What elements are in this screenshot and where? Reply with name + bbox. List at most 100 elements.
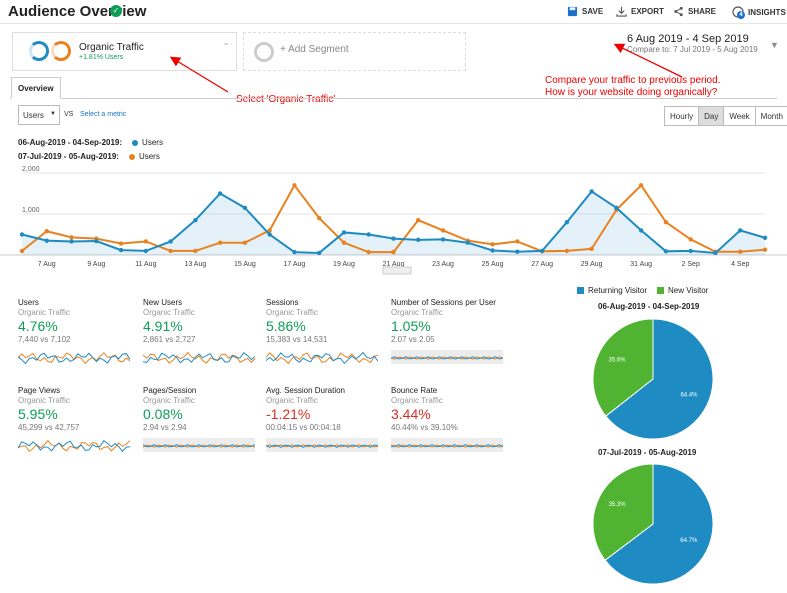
series-previous-point[interactable] bbox=[366, 249, 371, 255]
series-previous-point[interactable] bbox=[440, 228, 446, 233]
series-current-point[interactable] bbox=[69, 239, 74, 244]
series-current-point[interactable] bbox=[242, 205, 248, 211]
tab-overview[interactable]: Overview bbox=[11, 77, 61, 99]
metric-card[interactable]: Number of Sessions per User Organic Traff… bbox=[391, 298, 511, 344]
series-previous-point[interactable] bbox=[515, 239, 520, 244]
series-previous-point[interactable] bbox=[168, 248, 173, 254]
sparkline-previous bbox=[391, 444, 503, 448]
tab-bar: Overview bbox=[10, 77, 777, 99]
series-current-point[interactable] bbox=[366, 232, 371, 237]
x-tick-label: 23 Aug bbox=[432, 261, 454, 268]
series-current-point[interactable] bbox=[688, 248, 693, 254]
pie-slice-returning[interactable] bbox=[605, 318, 714, 440]
series-current-point[interactable] bbox=[762, 235, 768, 240]
series-previous-point[interactable] bbox=[341, 240, 347, 245]
series-current-point[interactable] bbox=[416, 237, 421, 243]
series-previous-point[interactable] bbox=[193, 248, 198, 254]
pie-slice-new[interactable] bbox=[592, 463, 654, 561]
series-current-point[interactable] bbox=[292, 249, 297, 255]
series-previous-point[interactable] bbox=[69, 235, 74, 240]
metric-card[interactable]: Pages/Session Organic Traffic 0.08% 2.94 vs… bbox=[143, 386, 263, 432]
series-current-point[interactable] bbox=[317, 250, 322, 256]
export-button[interactable]: EXPORT bbox=[616, 6, 664, 17]
series-previous-point[interactable] bbox=[217, 240, 223, 245]
series-current-point[interactable] bbox=[19, 232, 25, 237]
day-button[interactable]: Day bbox=[698, 106, 725, 126]
add-segment-box[interactable]: + Add Segment bbox=[243, 32, 466, 71]
metric-change: 5.86% bbox=[266, 318, 306, 334]
metric-change: 1.05% bbox=[391, 318, 431, 334]
series-previous-point[interactable] bbox=[663, 220, 669, 225]
series-previous-point[interactable] bbox=[688, 237, 693, 242]
series-previous-point[interactable] bbox=[267, 228, 272, 233]
month-button[interactable]: Month bbox=[754, 106, 787, 126]
series-previous-point[interactable] bbox=[143, 239, 149, 244]
pie-label-new: 35.3% bbox=[609, 502, 627, 508]
series-current-point[interactable] bbox=[738, 228, 743, 233]
series-current-point[interactable] bbox=[589, 189, 594, 194]
series-current-point[interactable] bbox=[193, 217, 198, 223]
series-current-point[interactable] bbox=[490, 248, 495, 253]
date-dropdown-icon[interactable]: ▼ bbox=[770, 40, 779, 50]
series-previous-point[interactable] bbox=[118, 241, 124, 246]
week-button[interactable]: Week bbox=[723, 106, 756, 126]
metric-card[interactable]: Avg. Session Duration Organic Traffic -1.2… bbox=[266, 386, 386, 432]
pie-slice-new[interactable] bbox=[592, 318, 654, 417]
metric-card[interactable]: Users Organic Traffic 4.76% 7,440 vs 7,102 bbox=[18, 298, 138, 344]
series-previous-point[interactable] bbox=[738, 249, 743, 254]
series-current-point[interactable] bbox=[44, 238, 49, 243]
sparkline-previous bbox=[143, 351, 255, 364]
series-current-point[interactable] bbox=[118, 247, 124, 253]
x-tick-label: 7 Aug bbox=[38, 261, 56, 268]
insights-button[interactable]: 4 INSIGHTS bbox=[732, 6, 786, 19]
series-previous-point[interactable] bbox=[317, 215, 322, 221]
metric-card[interactable]: Sessions Organic Traffic 5.86% 15,383 vs 14… bbox=[266, 298, 386, 344]
series-current-point[interactable] bbox=[267, 232, 272, 237]
series-current-point[interactable] bbox=[539, 248, 545, 254]
save-button[interactable]: SAVE bbox=[567, 6, 603, 17]
series-previous-point[interactable] bbox=[416, 217, 421, 223]
series-current-point[interactable] bbox=[391, 236, 396, 241]
chevron-down-icon[interactable]: ⌄ bbox=[222, 37, 230, 47]
series-current-point[interactable] bbox=[143, 248, 149, 254]
series-previous-point[interactable] bbox=[44, 229, 49, 234]
series-previous-point[interactable] bbox=[242, 240, 248, 245]
series-previous-point[interactable] bbox=[762, 247, 768, 252]
organic-traffic-segment[interactable]: Organic Traffic +1.81% Users ⌄ bbox=[12, 32, 237, 71]
metric-card[interactable]: Page Views Organic Traffic 5.95% 45,299 vs … bbox=[18, 386, 138, 432]
series-previous-point[interactable] bbox=[19, 248, 25, 254]
series-current-point[interactable] bbox=[217, 191, 223, 196]
metric-change: 4.76% bbox=[18, 318, 58, 334]
series-previous-point[interactable] bbox=[589, 246, 594, 252]
pie-slice-returning[interactable] bbox=[604, 463, 714, 585]
series-current-point[interactable] bbox=[515, 249, 520, 254]
metric-select[interactable]: Users ▼ bbox=[18, 105, 60, 125]
series-current-point[interactable] bbox=[713, 250, 718, 256]
chart-resize-handle[interactable] bbox=[382, 266, 412, 275]
series-current-point[interactable] bbox=[94, 238, 99, 244]
series-current-point[interactable] bbox=[564, 220, 570, 225]
legend-current-series: Users bbox=[142, 138, 163, 147]
compare-range[interactable]: Compare to: 7 Jul 2019 - 5 Aug 2019 bbox=[627, 45, 758, 54]
share-button[interactable]: SHARE bbox=[673, 6, 716, 17]
series-previous-point[interactable] bbox=[638, 183, 644, 188]
date-range[interactable]: 6 Aug 2019 - 4 Sep 2019 bbox=[627, 33, 749, 45]
hourly-button[interactable]: Hourly bbox=[664, 106, 700, 126]
series-current-point[interactable] bbox=[663, 249, 669, 254]
select-metric-link[interactable]: Select a metric bbox=[80, 111, 127, 118]
series-current-point[interactable] bbox=[638, 228, 644, 233]
top-bar: Audience Overview ✓ SAVE EXPORT SHARE 4 … bbox=[0, 0, 787, 24]
series-current-point[interactable] bbox=[614, 205, 619, 211]
series-current-point[interactable] bbox=[341, 230, 347, 235]
period-buttons: Hourly Day Week Month bbox=[664, 106, 787, 126]
series-previous-point[interactable] bbox=[564, 248, 570, 254]
metric-card[interactable]: Bounce Rate Organic Traffic 3.44% 40.44% vs… bbox=[391, 386, 511, 432]
metric-card[interactable]: New Users Organic Traffic 4.91% 2,861 vs 2,… bbox=[143, 298, 263, 344]
series-current-point[interactable] bbox=[440, 237, 446, 242]
series-previous-point[interactable] bbox=[292, 183, 297, 188]
series-current-point[interactable] bbox=[168, 239, 173, 244]
series-previous-point[interactable] bbox=[391, 249, 396, 255]
series-previous-point[interactable] bbox=[490, 242, 495, 247]
new-visitor-swatch bbox=[657, 287, 664, 294]
series-current-point[interactable] bbox=[465, 240, 470, 245]
